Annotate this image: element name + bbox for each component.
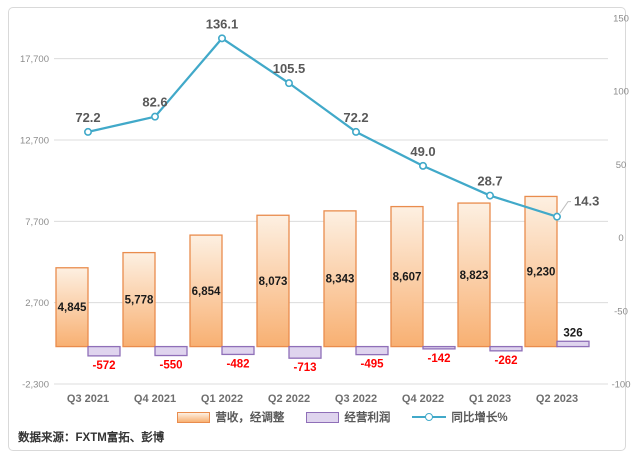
revenue-bar — [323, 210, 357, 348]
revenue-bar — [256, 214, 290, 348]
revenue-bar — [390, 205, 424, 348]
profit-bar — [489, 345, 523, 352]
x-axis-label: Q1 2023 — [469, 393, 511, 405]
legend-label-revenue: 营收，经调整 — [215, 412, 285, 424]
line-marker-icon — [552, 212, 561, 221]
profit-bar — [154, 345, 188, 357]
growth-value-label: 136.1 — [206, 16, 239, 31]
growth-line — [86, 37, 559, 218]
revenue-bar — [55, 267, 89, 348]
profit-bar — [422, 345, 456, 350]
growth-line-swatch-icon — [412, 412, 447, 422]
line-marker-icon — [418, 161, 427, 170]
revenue-value-label: 8,073 — [259, 276, 288, 288]
legend-label-profit: 经营利润 — [344, 412, 391, 424]
profit-value-label: -550 — [159, 360, 182, 372]
revenue-bar — [457, 202, 491, 348]
left-axis-tick-label: 7,700 — [25, 217, 49, 228]
growth-value-label: 28.7 — [477, 174, 502, 189]
profit-value-label: 326 — [563, 327, 582, 339]
leader-line — [559, 201, 571, 214]
profit-value-label: -572 — [92, 360, 115, 372]
profit-value-label: -262 — [494, 355, 517, 367]
line-marker-icon — [151, 112, 160, 121]
revenue-value-label: 8,823 — [460, 270, 489, 282]
profit-value-label: -482 — [226, 358, 249, 370]
legend-item-profit: 经营利润 — [306, 409, 390, 425]
data-source-note: 数据来源：FXTM富拓、彭博 — [18, 432, 165, 444]
left-axis-tick-label: 17,700 — [20, 54, 49, 65]
left-axis-tick-label: -2,300 — [22, 380, 49, 391]
legend-label-growth: 同比增长% — [451, 412, 508, 424]
revenue-value-label: 8,343 — [326, 274, 355, 286]
profit-bar — [556, 340, 590, 348]
revenue-bar — [189, 234, 223, 348]
profit-swatch-icon — [306, 411, 340, 423]
growth-value-label: 49.0 — [410, 144, 435, 159]
revenue-swatch-icon — [177, 411, 211, 423]
line-marker-icon — [351, 127, 360, 136]
line-marker-icon — [485, 191, 494, 200]
x-axis-label: Q1 2022 — [201, 393, 243, 405]
right-axis-tick-label: 100 — [613, 87, 629, 98]
profit-value-label: -495 — [360, 359, 384, 371]
right-axis-tick-label: 150 — [613, 14, 629, 25]
right-axis-tick-label: 0 — [618, 233, 623, 244]
profit-bar — [288, 345, 322, 359]
growth-value-label: 72.2 — [75, 110, 100, 125]
legend-item-revenue: 营收，经调整 — [177, 409, 284, 425]
x-axis-label: Q4 2022 — [402, 393, 444, 405]
revenue-value-label: 8,607 — [393, 272, 422, 284]
profit-bar — [355, 345, 389, 356]
x-axis-label: Q4 2021 — [134, 393, 176, 405]
right-axis-tick-label: 50 — [616, 160, 627, 171]
profit-bar — [221, 345, 255, 356]
growth-value-label: 82.6 — [142, 95, 167, 110]
line-marker-icon — [218, 34, 227, 43]
right-axis-tick-label: -50 — [614, 306, 628, 317]
profit-value-label: -713 — [293, 362, 316, 374]
chart-frame — [8, 7, 626, 451]
revenue-value-label: 6,854 — [192, 286, 221, 298]
growth-value-label: 105.5 — [273, 61, 306, 76]
left-axis-tick-label: 2,700 — [25, 298, 49, 309]
left-axis-tick-label: 12,700 — [20, 136, 49, 147]
profit-bar — [87, 345, 121, 357]
line-marker-icon — [284, 79, 293, 88]
growth-value-label: 72.2 — [343, 110, 368, 125]
profit-value-label: -142 — [427, 353, 450, 365]
revenue-value-label: 9,230 — [527, 267, 556, 279]
revenue-value-label: 4,845 — [58, 302, 87, 314]
revenue-bar — [524, 195, 558, 348]
legend-item-growth: 同比增长% — [412, 409, 508, 425]
x-axis-label: Q2 2023 — [536, 393, 578, 405]
growth-value-label: 14.3 — [574, 194, 599, 209]
x-axis-label: Q3 2021 — [67, 393, 109, 405]
x-axis-label: Q2 2022 — [268, 393, 310, 405]
revenue-bar — [122, 251, 156, 348]
x-axis-label: Q3 2022 — [335, 393, 377, 405]
right-axis-tick-label: -100 — [611, 380, 630, 391]
revenue-value-label: 5,778 — [125, 295, 154, 307]
chart-legend: 营收，经调整 经营利润 同比增长% — [50, 408, 635, 426]
line-marker-icon — [84, 127, 93, 136]
